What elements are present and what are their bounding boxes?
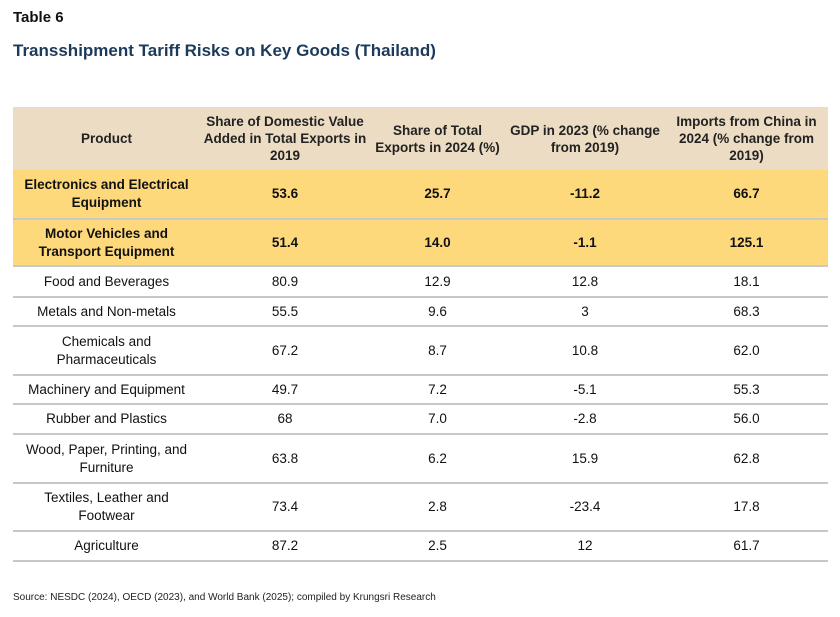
product-cell: Motor Vehicles and Transport Equipment (13, 219, 200, 267)
product-cell: Rubber and Plastics (13, 404, 200, 435)
value-cell: 15.9 (505, 434, 665, 484)
value-cell: 25.7 (370, 170, 505, 220)
table-row: Motor Vehicles and Transport Equipment 51… (13, 219, 828, 267)
column-header: Product (13, 107, 200, 170)
table-row: Chemicals and Pharmaceuticals 67.2 8.7 10.8… (13, 326, 828, 376)
value-cell: 2.8 (370, 483, 505, 532)
table-row: Rubber and Plastics 68 7.0 -2.8 56.0 (13, 404, 828, 435)
value-cell: 55.3 (665, 375, 828, 405)
product-cell: Wood, Paper, Printing, and Furniture (13, 434, 200, 484)
value-cell: 61.7 (665, 531, 828, 562)
value-cell: 63.8 (200, 434, 370, 484)
value-cell: 53.6 (200, 170, 370, 220)
product-cell: Electronics and Electrical Equipment (13, 170, 200, 220)
value-cell: 14.0 (370, 219, 505, 267)
table-row: Electronics and Electrical Equipment 53.6… (13, 170, 828, 220)
source-note: Source: NESDC (2024), OECD (2023), and W… (13, 592, 436, 603)
column-header: Imports from China in 2024 (% change fro… (665, 107, 828, 170)
value-cell: 68 (200, 404, 370, 435)
table-row: Wood, Paper, Printing, and Furniture 63.8… (13, 434, 828, 484)
table-row: Agriculture 87.2 2.5 12 61.7 (13, 531, 828, 562)
table-title: Transshipment Tariff Risks on Key Goods … (13, 41, 436, 60)
column-header: Share of Domestic Value Added in Total E… (200, 107, 370, 170)
value-cell: 12.9 (370, 266, 505, 298)
value-cell: 9.6 (370, 297, 505, 327)
value-cell: 62.8 (665, 434, 828, 484)
value-cell: 8.7 (370, 326, 505, 376)
product-cell: Chemicals and Pharmaceuticals (13, 326, 200, 376)
value-cell: -2.8 (505, 404, 665, 435)
value-cell: 17.8 (665, 483, 828, 532)
value-cell: 87.2 (200, 531, 370, 562)
value-cell: 67.2 (200, 326, 370, 376)
value-cell: 2.5 (370, 531, 505, 562)
value-cell: -11.2 (505, 170, 665, 220)
column-header: Share of Total Exports in 2024 (%) (370, 107, 505, 170)
value-cell: 125.1 (665, 219, 828, 267)
value-cell: 12 (505, 531, 665, 562)
value-cell: 18.1 (665, 266, 828, 298)
value-cell: 49.7 (200, 375, 370, 405)
data-table: Product Share of Domestic Value Added in … (13, 107, 828, 562)
value-cell: 62.0 (665, 326, 828, 376)
table-label: Table 6 (13, 9, 64, 26)
value-cell: 10.8 (505, 326, 665, 376)
value-cell: 51.4 (200, 219, 370, 267)
product-cell: Textiles, Leather and Footwear (13, 483, 200, 532)
table-row: Metals and Non-metals 55.5 9.6 3 68.3 (13, 297, 828, 327)
value-cell: 3 (505, 297, 665, 327)
value-cell: 12.8 (505, 266, 665, 298)
value-cell: 80.9 (200, 266, 370, 298)
product-cell: Metals and Non-metals (13, 297, 200, 327)
value-cell: -5.1 (505, 375, 665, 405)
value-cell: -23.4 (505, 483, 665, 532)
product-cell: Machinery and Equipment (13, 375, 200, 405)
table-row: Textiles, Leather and Footwear 73.4 2.8 -23… (13, 483, 828, 532)
header-row: Product Share of Domestic Value Added in … (13, 107, 828, 170)
value-cell: 68.3 (665, 297, 828, 327)
value-cell: 6.2 (370, 434, 505, 484)
table-row: Machinery and Equipment 49.7 7.2 -5.1 55.3 (13, 375, 828, 405)
value-cell: 66.7 (665, 170, 828, 220)
value-cell: 56.0 (665, 404, 828, 435)
product-cell: Agriculture (13, 531, 200, 562)
value-cell: -1.1 (505, 219, 665, 267)
column-header: GDP in 2023 (% change from 2019) (505, 107, 665, 170)
value-cell: 55.5 (200, 297, 370, 327)
product-cell: Food and Beverages (13, 266, 200, 298)
value-cell: 7.2 (370, 375, 505, 405)
value-cell: 7.0 (370, 404, 505, 435)
value-cell: 73.4 (200, 483, 370, 532)
table-row: Food and Beverages 80.9 12.9 12.8 18.1 (13, 266, 828, 298)
